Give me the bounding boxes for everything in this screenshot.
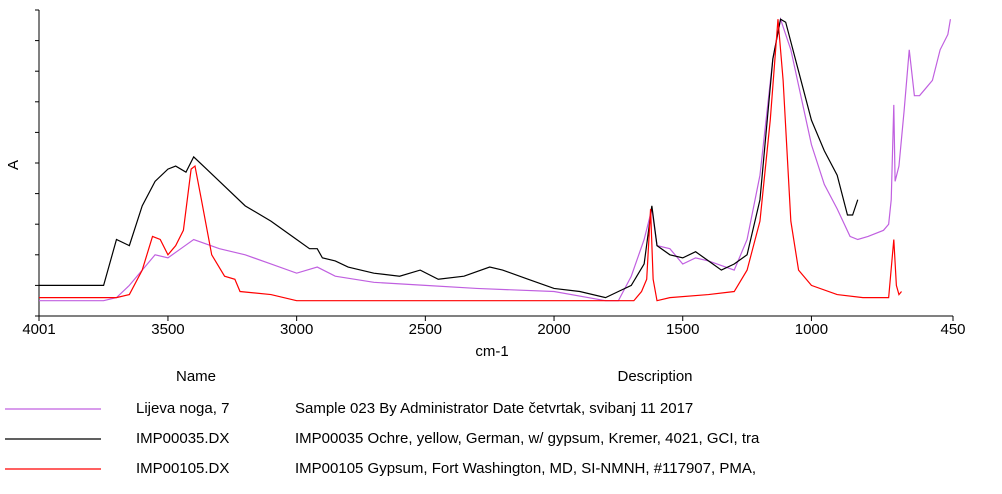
x-tick-label: 1500 [666,321,699,338]
x-tick-label: 2500 [409,321,442,338]
x-tick-label: 3000 [280,321,313,338]
spectrum-line [39,18,859,299]
x-tick-label: 2000 [537,321,570,338]
x-tick-label: 1000 [795,321,828,338]
legend-name: IMP00105.DX [136,460,229,477]
spectrum-line [39,19,902,302]
x-axis-label: cm-1 [475,343,508,360]
legend-header: Description [617,368,692,385]
legend-description: IMP00035 Ochre, yellow, German, w/ gypsu… [295,430,760,447]
legend-header: Name [176,368,216,385]
legend-description: IMP00105 Gypsum, Fort Washington, MD, SI… [295,460,756,477]
x-tick-label: 4001 [22,321,55,338]
legend-description: Sample 023 By Administrator Date četvrta… [295,400,693,417]
x-tick-label: 3500 [151,321,184,338]
legend-name: Lijeva noga, 7 [136,400,229,417]
y-axis-label: A [5,160,22,170]
x-tick-label: 450 [940,321,965,338]
spectrum-line [39,16,952,302]
legend-name: IMP00035.DX [136,430,229,447]
